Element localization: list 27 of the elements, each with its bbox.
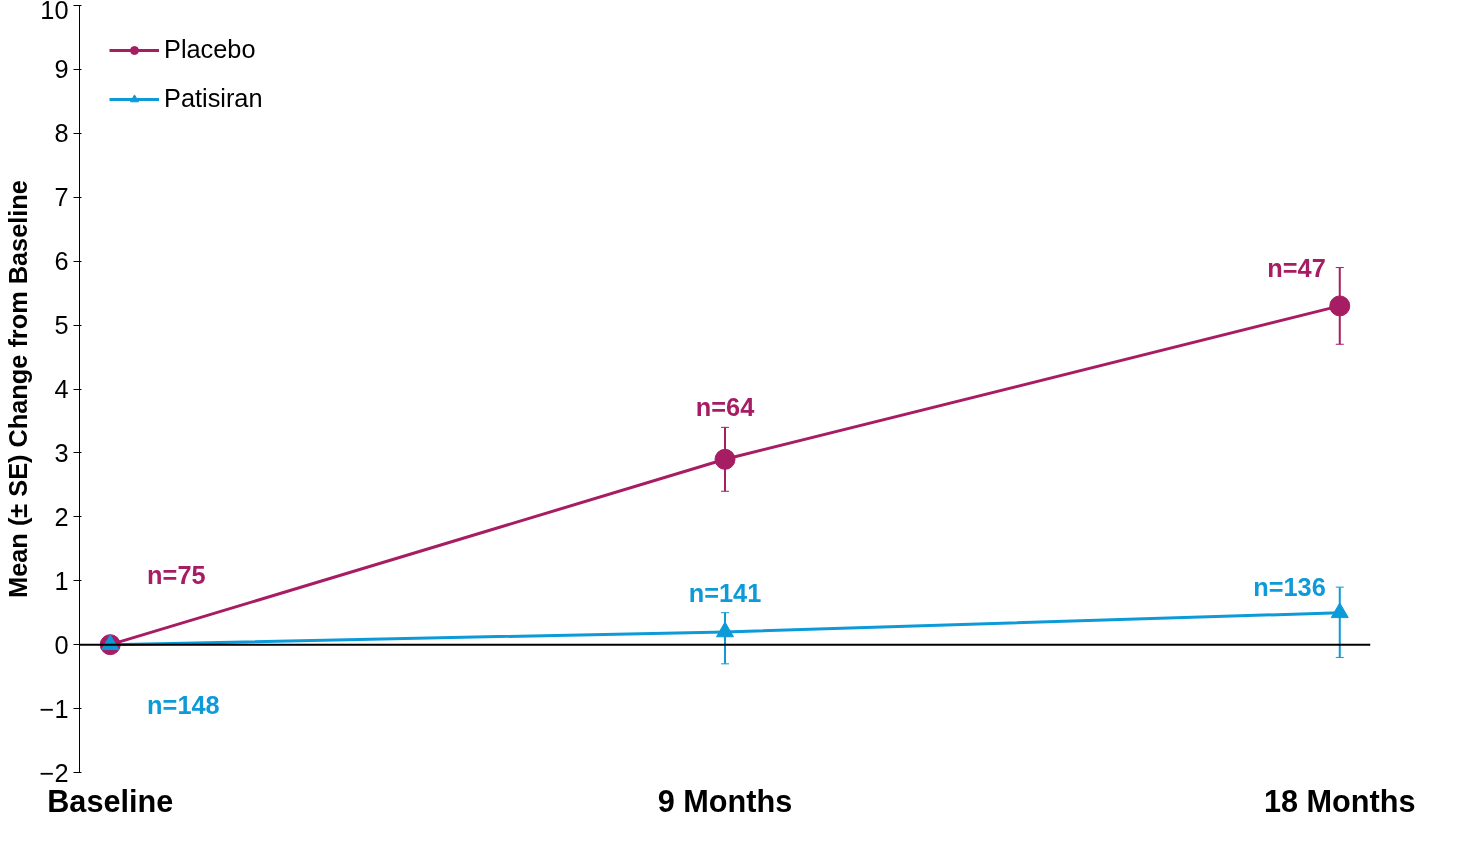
annotation: n=148	[147, 690, 220, 719]
y-tick-label: 6	[54, 247, 69, 276]
point	[714, 448, 736, 470]
annotation: n=136	[1253, 573, 1326, 602]
y-axis-title: Mean (± SE) Change from Baseline	[3, 180, 32, 598]
x-tick-label: 18 Months	[1263, 783, 1416, 818]
y-tick-label: 9	[54, 55, 69, 84]
point	[1330, 602, 1349, 619]
annotation: n=75	[147, 560, 206, 589]
y-tick-label: 4	[54, 375, 69, 403]
y-tick-label: 3	[54, 438, 69, 467]
y-tick-label: 2	[54, 502, 69, 531]
annotation: n=141	[688, 578, 762, 607]
y-tick-label: 8	[54, 119, 69, 148]
legend-label: Placebo	[164, 35, 256, 64]
point	[716, 621, 734, 638]
legend-label: Patisiran	[164, 84, 263, 113]
point	[1329, 295, 1351, 317]
y-tick-label: 7	[54, 183, 69, 212]
annotation: n=47	[1267, 253, 1326, 282]
x-tick-label: 9 Months	[657, 783, 793, 818]
annotation: n=64	[695, 393, 755, 422]
y-tick-label: 10	[40, 0, 69, 24]
y-tick-label: 1	[54, 566, 69, 595]
y-tick-label: −1	[39, 694, 69, 723]
y-tick-label: 5	[54, 311, 69, 340]
y-tick-label: 0	[54, 630, 69, 659]
